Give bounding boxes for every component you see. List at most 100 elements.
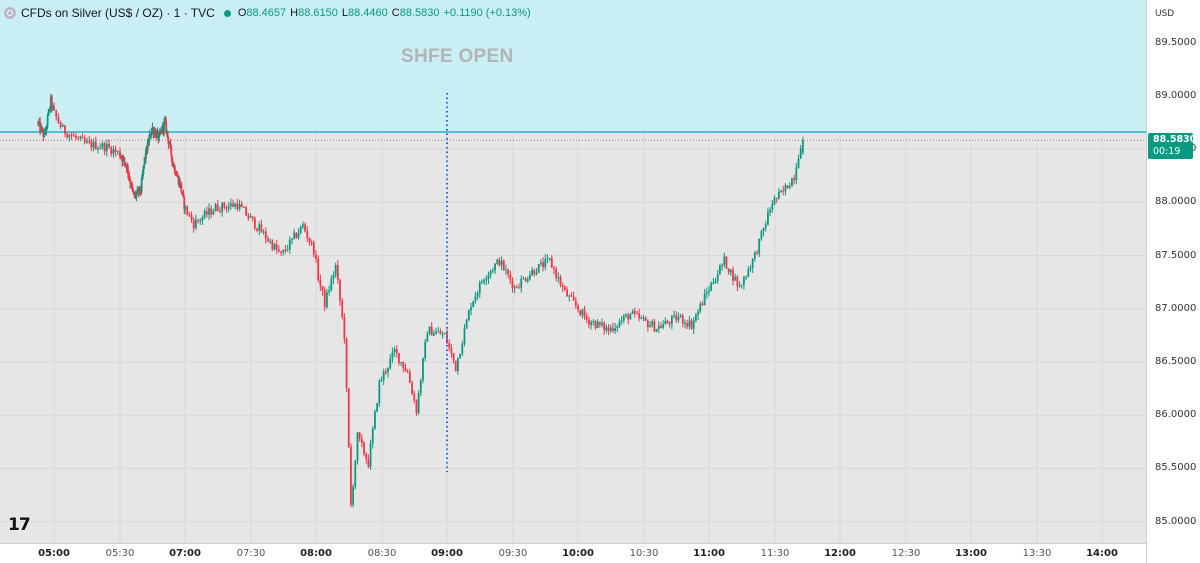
price-tick-label: 87.5000: [1155, 249, 1197, 261]
candle-body: [124, 164, 127, 166]
candle-body: [646, 320, 649, 328]
candle-body: [716, 274, 719, 281]
candle-body: [371, 428, 374, 444]
candle-body: [216, 204, 219, 211]
candle-body: [310, 242, 313, 244]
candle-body: [152, 127, 155, 135]
candle-body: [515, 286, 518, 288]
candle-body: [509, 274, 512, 281]
candle-body: [245, 207, 248, 216]
candle-body: [367, 459, 370, 467]
candle-body: [712, 282, 715, 284]
candle-body: [607, 327, 610, 331]
candle-body: [777, 191, 780, 199]
candle-body: [81, 136, 84, 139]
candle-body: [596, 321, 599, 328]
candle-body: [267, 238, 269, 242]
candle-body: [546, 258, 549, 260]
candle-body: [535, 272, 538, 275]
ohlc-open: O88.4657: [238, 7, 286, 19]
candle-body: [190, 214, 193, 221]
candle-body: [108, 143, 110, 148]
price-axis[interactable]: USD 89.500089.000088.500088.000087.50008…: [1146, 0, 1200, 563]
candle-body: [753, 252, 756, 259]
candle-body: [227, 205, 230, 209]
candle-body: [679, 315, 682, 317]
price-tick-label: 85.0000: [1155, 515, 1197, 527]
time-tick-label: 07:00: [169, 548, 201, 559]
candle-body: [461, 343, 464, 354]
time-axis[interactable]: 05:00 05:30 07:00 07:30 08:00 08:30 09:00 09:30…: [0, 543, 1146, 563]
candle-body: [513, 286, 516, 289]
candlestick-chart[interactable]: [0, 0, 1146, 543]
candle-body: [271, 240, 274, 250]
candle-body: [561, 285, 564, 288]
candle-body: [638, 313, 641, 319]
candle-body: [657, 325, 660, 330]
candle-body: [769, 209, 772, 213]
candle-body: [358, 432, 361, 439]
candle-body: [124, 161, 126, 165]
candle-body: [384, 371, 387, 373]
candle-body: [653, 321, 656, 332]
candle-body: [511, 280, 514, 289]
time-tick-label: 05:30: [105, 548, 135, 559]
candle-body: [249, 216, 252, 218]
candle-body: [376, 403, 379, 412]
candle-body: [531, 269, 534, 276]
candle-body: [155, 132, 158, 138]
candle-body: [356, 432, 359, 461]
candle-body: [225, 207, 228, 209]
candle-body: [140, 191, 142, 193]
candle-body: [41, 127, 44, 130]
candle-body: [454, 360, 457, 371]
tradingview-logo[interactable]: 17: [8, 515, 31, 535]
candle-body: [295, 232, 298, 238]
candle-body: [186, 205, 189, 215]
candle-body: [317, 258, 320, 280]
candle-body: [413, 393, 416, 401]
time-tick-label: 12:00: [824, 548, 856, 559]
candle-body: [745, 276, 748, 278]
candle-body: [393, 349, 396, 352]
shfe-open-annotation[interactable]: SHFE OPEN: [401, 46, 514, 67]
candle-body: [782, 190, 785, 192]
candle-body: [605, 327, 608, 331]
candle-body: [389, 358, 392, 368]
candle-body: [760, 231, 763, 239]
symbol-legend[interactable]: CFDs on Silver (US$ / OZ) · 1 · TVC O88.…: [4, 4, 531, 22]
candle-body: [686, 322, 689, 327]
candle-body: [708, 290, 710, 293]
chart-plot-area[interactable]: CFDs on Silver (US$ / OZ) · 1 · TVC O88.…: [0, 0, 1146, 543]
candle-body: [59, 122, 62, 127]
candle-body: [483, 280, 486, 283]
time-tick-label: 07:30: [236, 548, 266, 559]
candle-body: [494, 263, 496, 271]
candle-body: [121, 157, 124, 162]
candle-body: [415, 400, 418, 414]
candle-body: [457, 358, 459, 371]
candle-body: [642, 317, 645, 319]
candle-body: [288, 239, 291, 250]
candle-body: [174, 173, 177, 176]
candle-body: [400, 362, 403, 364]
candle-body: [44, 130, 47, 133]
market-status-dot-icon[interactable]: [223, 9, 231, 17]
candle-body: [387, 367, 389, 373]
candle-body: [505, 269, 507, 271]
candle-body: [299, 226, 302, 234]
candle-body: [319, 279, 322, 286]
symbol-title[interactable]: CFDs on Silver (US$ / OZ) · 1 · TVC: [21, 6, 215, 20]
currency-label[interactable]: USD: [1155, 9, 1175, 19]
high-label: H: [290, 7, 299, 19]
candle-body: [533, 269, 536, 275]
candle-body: [572, 296, 575, 301]
candle-body: [334, 264, 337, 276]
candle-body: [670, 316, 673, 325]
candle-body: [264, 231, 267, 239]
time-tick-label: 12:30: [891, 548, 921, 559]
candle-body: [172, 162, 175, 168]
candle-body: [564, 287, 566, 290]
candle-body: [232, 203, 234, 207]
time-tick-label: 13:30: [1022, 548, 1052, 559]
